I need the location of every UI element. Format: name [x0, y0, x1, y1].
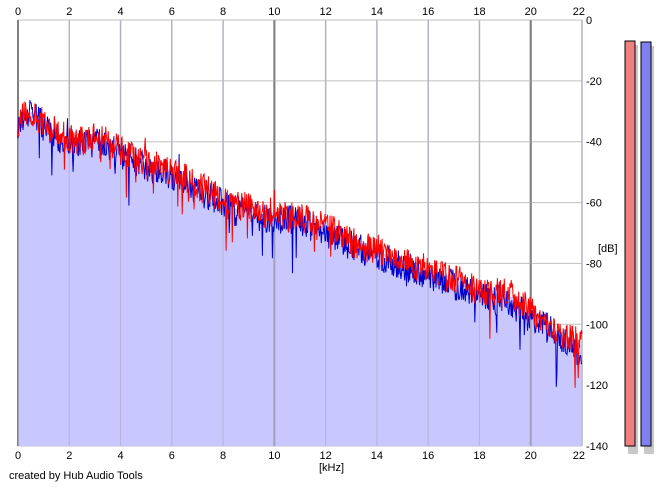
x-tick-label: 8	[220, 450, 226, 462]
x-tick-label: 12	[320, 6, 332, 18]
left-channel-line	[17, 100, 583, 388]
x-tick-label: 10	[268, 6, 280, 18]
x-tick-label: 18	[473, 6, 485, 18]
spectrum-fill	[18, 111, 582, 447]
spectrum-lines	[17, 100, 583, 388]
x-tick-label: 2	[66, 450, 72, 462]
y-tick-labels: 0 -20 -40 -60 -80 -100 -120 -140	[586, 15, 608, 453]
x-tick-labels-top: 0 2 4 6 8 10 12 14 16 18 20 22	[15, 6, 585, 18]
y-tick-label: 0	[586, 15, 592, 27]
x-tick-label: 20	[525, 450, 537, 462]
x-tick-label: 4	[117, 450, 123, 462]
x-tick-label: 12	[320, 450, 332, 462]
left-level-meter	[624, 40, 636, 447]
x-tick-label: 0	[15, 6, 21, 18]
x-tick-labels-bottom: 0 2 4 6 8 10 12 14 16 18 20 22	[15, 450, 585, 462]
level-meters	[624, 40, 654, 454]
y-axis-label: [dB]	[598, 243, 618, 255]
credit-text: created by Hub Audio Tools	[9, 470, 143, 482]
y-tick-label: -60	[586, 198, 602, 210]
x-tick-label: 10	[268, 450, 280, 462]
x-tick-label: 16	[422, 450, 434, 462]
x-tick-label: 6	[169, 6, 175, 18]
x-tick-label: 22	[573, 6, 585, 18]
x-axis-label: [kHz]	[319, 462, 344, 474]
x-tick-label: 22	[573, 450, 585, 462]
x-tick-label: 6	[169, 450, 175, 462]
y-tick-label: -40	[586, 137, 602, 149]
spectrum-area	[17, 20, 583, 447]
x-tick-label: 8	[220, 6, 226, 18]
x-tick-label: 4	[117, 6, 123, 18]
x-tick-label: 0	[15, 450, 21, 462]
y-tick-label: -120	[586, 380, 608, 392]
y-tick-label: -20	[586, 76, 602, 88]
x-tick-label: 16	[422, 6, 434, 18]
y-tick-label: -80	[586, 258, 602, 270]
x-tick-label: 14	[371, 450, 383, 462]
right-level-meter	[640, 41, 652, 447]
x-tick-label: 14	[371, 6, 383, 18]
x-tick-label: 2	[66, 6, 72, 18]
x-tick-label: 20	[525, 6, 537, 18]
y-tick-label: -100	[586, 319, 608, 331]
y-tick-label: -140	[586, 441, 608, 453]
x-tick-label: 18	[473, 450, 485, 462]
